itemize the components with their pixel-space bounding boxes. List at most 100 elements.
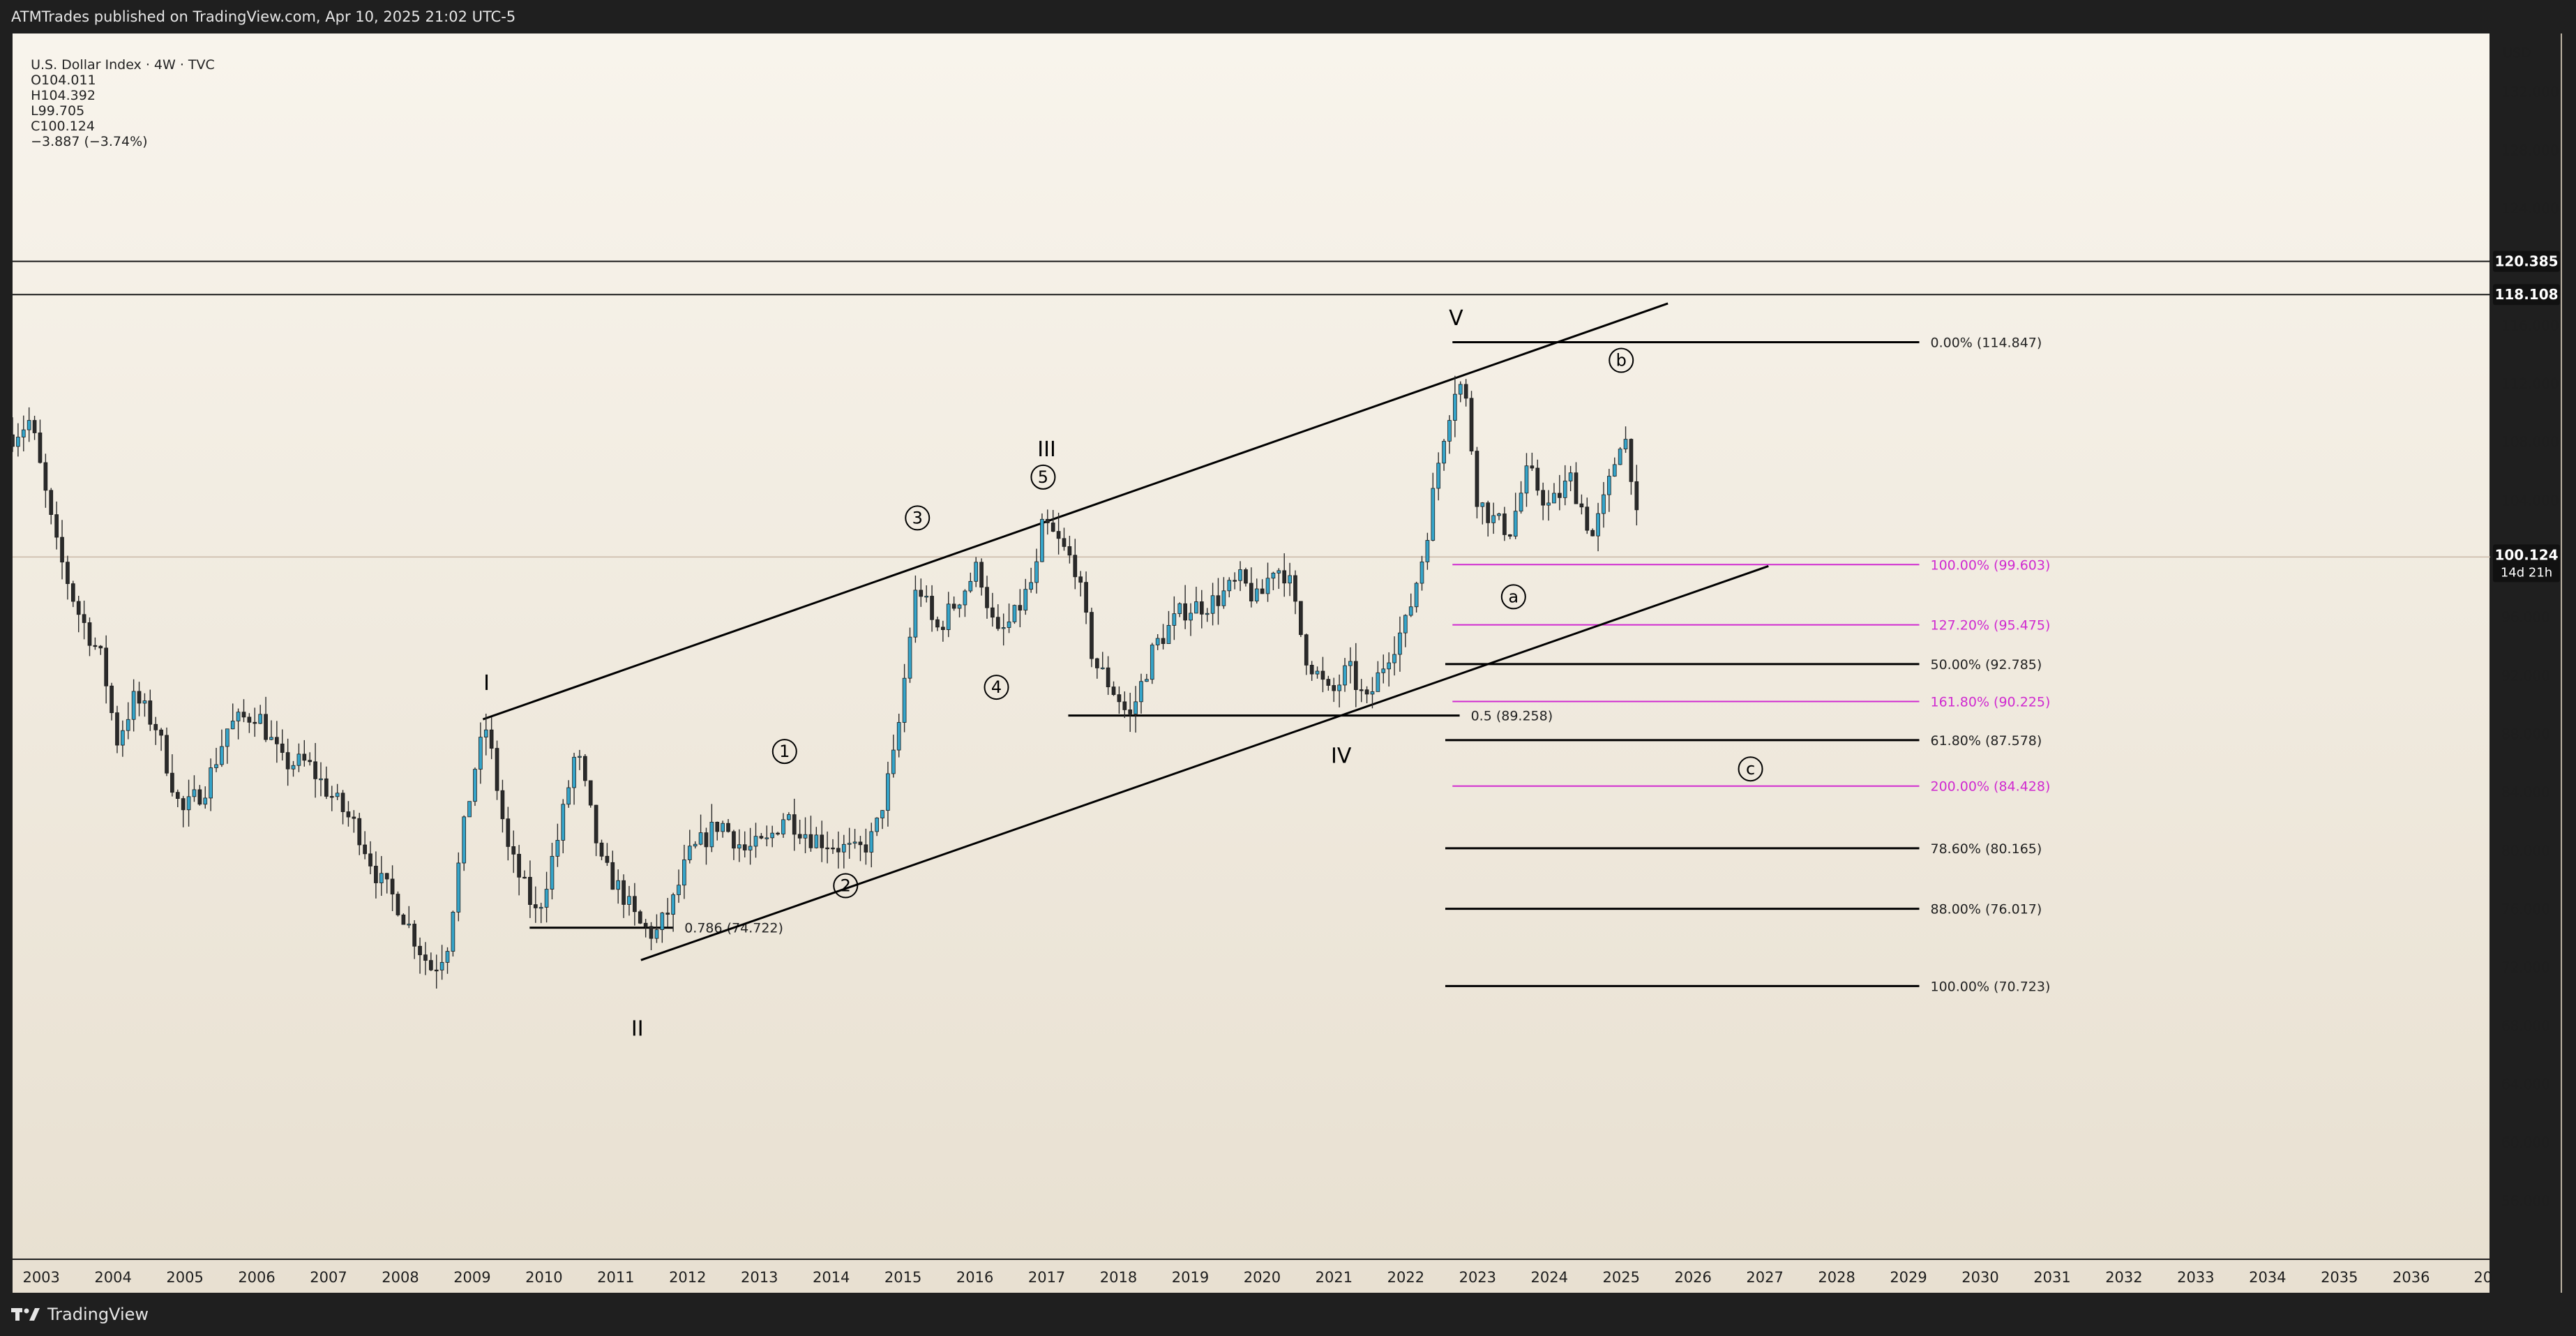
candle-body bbox=[907, 636, 912, 679]
candle-body bbox=[148, 700, 153, 725]
wave-label[interactable]: V bbox=[1449, 306, 1463, 331]
candle-body bbox=[599, 842, 604, 857]
candle-body bbox=[1507, 534, 1512, 537]
price-tag[interactable] bbox=[2493, 284, 2560, 306]
candle-body bbox=[423, 954, 428, 961]
candle-body bbox=[847, 843, 852, 845]
publish-line: ATMTrades published on TradingView.com, … bbox=[11, 8, 516, 25]
candle-body bbox=[1447, 420, 1452, 442]
candle-body bbox=[792, 814, 797, 835]
time-tick-label: 2027 bbox=[1746, 1269, 1783, 1286]
wave-label[interactable]: c bbox=[1746, 759, 1755, 779]
time-tick-label: 2015 bbox=[884, 1269, 921, 1286]
time-tick-label: 2033 bbox=[2177, 1269, 2214, 1286]
candle-body bbox=[357, 818, 362, 846]
candle-body bbox=[582, 756, 587, 781]
candle-body bbox=[203, 797, 208, 805]
price-tag-label: 100.124 bbox=[2494, 546, 2558, 563]
candle-body bbox=[1568, 472, 1573, 481]
wave-label[interactable]: b bbox=[1616, 351, 1627, 370]
candle-body bbox=[483, 729, 488, 738]
candle-body bbox=[197, 789, 202, 805]
candle-body bbox=[110, 685, 114, 714]
candle-body bbox=[1480, 502, 1485, 507]
candle-body bbox=[1623, 439, 1628, 450]
candle-body bbox=[677, 885, 681, 895]
candle-body bbox=[1260, 588, 1265, 594]
candle-body bbox=[930, 596, 934, 620]
price-tick-label: 76.000 bbox=[2501, 901, 2550, 917]
candle-body bbox=[374, 866, 378, 883]
trend-line[interactable] bbox=[640, 565, 1769, 961]
candle-body bbox=[1634, 481, 1639, 511]
time-tick-label: 2016 bbox=[956, 1269, 993, 1286]
candle-body bbox=[1590, 530, 1595, 536]
wave-label-circle bbox=[833, 873, 859, 899]
candle-body bbox=[82, 614, 86, 623]
candle-body bbox=[1276, 570, 1281, 573]
candle-body bbox=[957, 604, 962, 609]
candle-body bbox=[803, 834, 808, 839]
price-tag[interactable] bbox=[2493, 544, 2560, 583]
time-tick-label: 2009 bbox=[453, 1269, 490, 1286]
candle-body bbox=[1535, 467, 1540, 491]
candle-body bbox=[886, 773, 890, 811]
wave-label[interactable]: III bbox=[1037, 437, 1056, 462]
time-tick-label: 2011 bbox=[597, 1269, 634, 1286]
wave-label[interactable]: II bbox=[631, 1017, 644, 1042]
candle-body bbox=[643, 922, 648, 927]
candle-body bbox=[605, 855, 610, 863]
candle-body bbox=[1183, 603, 1187, 621]
candle-body bbox=[1293, 575, 1297, 602]
candle-body bbox=[610, 862, 615, 890]
candle-body bbox=[506, 818, 511, 847]
candle-body bbox=[1612, 464, 1617, 476]
candle-body bbox=[578, 756, 582, 758]
candle-body bbox=[753, 836, 758, 847]
left-border bbox=[0, 33, 13, 1293]
candle-body bbox=[126, 719, 130, 731]
candle-body bbox=[1320, 670, 1325, 680]
wave-label[interactable]: a bbox=[1508, 587, 1519, 606]
candle-body bbox=[489, 729, 494, 749]
candle-body bbox=[1018, 605, 1023, 611]
candle-body bbox=[1326, 679, 1331, 686]
fib-level-label: 100.00% (99.603) bbox=[1930, 557, 2050, 573]
wave-label[interactable]: 3 bbox=[912, 508, 923, 527]
wave-label[interactable]: IV bbox=[1331, 744, 1352, 768]
wave-label[interactable]: 5 bbox=[1038, 467, 1048, 487]
candle-body bbox=[787, 814, 791, 820]
wave-label[interactable]: 4 bbox=[991, 677, 1002, 697]
candle-body bbox=[479, 737, 483, 770]
trend-line[interactable] bbox=[482, 302, 1669, 721]
time-tick-label: 2028 bbox=[1818, 1269, 1855, 1286]
candle-body bbox=[1353, 661, 1358, 690]
candle-body bbox=[115, 712, 119, 746]
legend-symbol[interactable]: U.S. Dollar Index · 4W · TVC bbox=[31, 57, 215, 73]
candle-body bbox=[1348, 661, 1353, 666]
price-tick-label: 132.000 bbox=[2501, 84, 2559, 100]
candle-body bbox=[825, 847, 829, 850]
tradingview-logo[interactable]: TradingView bbox=[11, 1304, 149, 1325]
candle-body bbox=[698, 832, 703, 845]
candle-body bbox=[418, 945, 422, 956]
fib-level-label: 200.00% (84.428) bbox=[1930, 779, 2050, 795]
wave-label-circle bbox=[1609, 347, 1634, 373]
candle-body bbox=[1458, 384, 1463, 395]
wave-label[interactable]: I bbox=[483, 671, 490, 696]
candles bbox=[10, 375, 1639, 989]
candle-body bbox=[1045, 518, 1050, 523]
fib-level-label: 0.00% (114.847) bbox=[1930, 335, 2042, 350]
candle-body bbox=[594, 804, 598, 843]
wave-label[interactable]: 2 bbox=[841, 876, 851, 896]
price-tag[interactable] bbox=[2493, 250, 2560, 272]
candle-body bbox=[1133, 701, 1138, 714]
candle-body bbox=[165, 735, 169, 774]
candle-body bbox=[1210, 595, 1215, 614]
candle-body bbox=[27, 420, 31, 430]
candle-body bbox=[732, 831, 736, 849]
time-tick-label: 2022 bbox=[1387, 1269, 1424, 1286]
candle-body bbox=[274, 737, 279, 744]
wave-label[interactable]: 1 bbox=[779, 742, 790, 761]
